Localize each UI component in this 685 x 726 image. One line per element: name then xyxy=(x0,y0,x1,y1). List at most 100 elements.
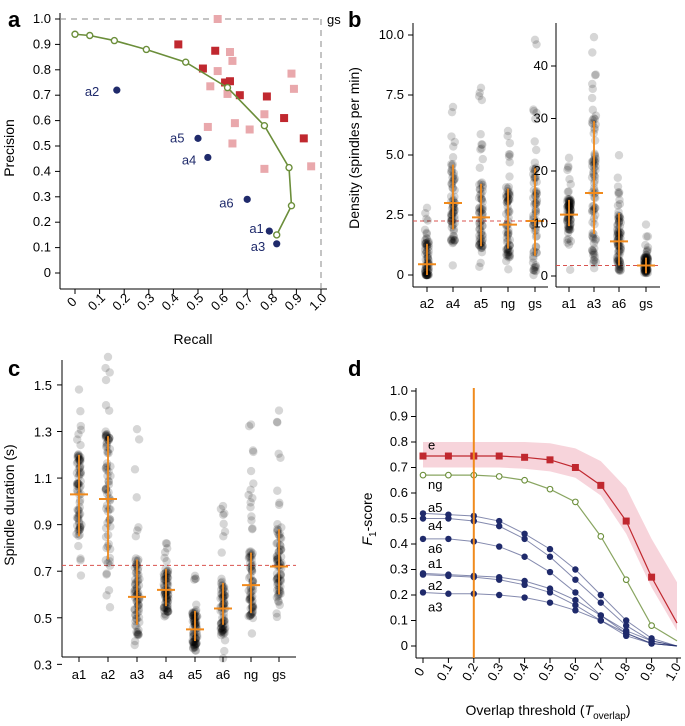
series-marker-a4 xyxy=(546,553,554,560)
series-marker-e xyxy=(495,452,503,460)
strip-dot xyxy=(591,111,601,120)
y-tick-label: 40 xyxy=(534,58,548,73)
strip-dot xyxy=(220,509,229,518)
strip-dot xyxy=(447,236,456,245)
strip-dot xyxy=(102,591,111,600)
series-label-a3: a3 xyxy=(428,599,442,614)
strip-dot xyxy=(475,88,484,97)
strip-dot xyxy=(102,438,112,447)
strip-dot xyxy=(590,253,599,262)
series-marker-e xyxy=(419,452,427,460)
strip-dot xyxy=(132,622,141,631)
series-marker-a2 xyxy=(521,581,528,588)
strip-dot xyxy=(133,576,143,585)
series-marker-ng xyxy=(597,532,605,540)
series-marker-a2 xyxy=(572,602,579,609)
strip-dot xyxy=(248,613,258,623)
algorithm-point-a2 xyxy=(113,86,121,94)
strip-dot xyxy=(588,247,598,256)
series-marker-a4 xyxy=(445,515,452,522)
strip-dot xyxy=(503,250,513,259)
strip-dot xyxy=(219,625,228,634)
strip-dot xyxy=(563,238,572,247)
strip-dot xyxy=(591,236,600,245)
strip-dot xyxy=(474,91,484,101)
series-marker-ng xyxy=(572,498,579,506)
strip-dot xyxy=(192,624,202,633)
x-tick-label: 0.9 xyxy=(282,290,305,313)
x-tick-label: 0.9 xyxy=(637,660,659,683)
strip-dot xyxy=(75,525,85,534)
strip-dot xyxy=(219,532,228,541)
strip-dot xyxy=(249,479,258,488)
strip-dot xyxy=(160,612,169,621)
strip-dot xyxy=(590,158,600,167)
y-tick-label: 0 xyxy=(541,268,548,283)
strip-dot xyxy=(276,453,285,462)
strip-dot xyxy=(191,640,201,649)
strip-dot xyxy=(102,570,111,579)
strip-dot xyxy=(502,237,512,247)
series-marker-a5 xyxy=(496,517,503,525)
y-tick-label: 0.2 xyxy=(33,214,51,229)
x-tick-label: 0.2 xyxy=(459,660,481,683)
x-tick-label: 0.7 xyxy=(586,660,608,683)
strip-dot xyxy=(642,247,651,257)
strip-dot xyxy=(162,556,171,566)
strip-dot xyxy=(530,158,540,167)
strip-dot xyxy=(191,646,201,655)
y-tick-label: 10.0 xyxy=(379,27,404,42)
strip-dot xyxy=(163,607,172,616)
strip-dot xyxy=(503,248,512,258)
strip-group-ng xyxy=(499,126,517,274)
strip-dot xyxy=(134,625,143,635)
nonexpert-curve-point xyxy=(223,83,232,92)
strip-dot xyxy=(218,625,227,634)
strip-dot xyxy=(189,632,198,641)
series-line-a1 xyxy=(422,572,678,647)
strip-dot xyxy=(76,556,85,565)
nonexpert-curve-point xyxy=(142,45,151,54)
series-marker-ng xyxy=(495,473,503,480)
series-marker-a1 xyxy=(597,612,604,619)
nonexpert-curve-point xyxy=(285,163,293,172)
strip-dot xyxy=(190,642,199,651)
series-marker-e xyxy=(444,452,452,460)
strip-dot xyxy=(563,224,573,234)
series-marker-ng xyxy=(521,476,528,484)
y-tick-label: 0.3 xyxy=(34,657,52,672)
strip-dot xyxy=(613,211,623,220)
strip-dot xyxy=(274,500,284,510)
series-marker-a3 xyxy=(572,607,579,614)
y-tick-label: 1.0 xyxy=(33,11,51,26)
strip-dot xyxy=(244,611,253,621)
strip-dot xyxy=(448,261,457,270)
x-tick-label: 0 xyxy=(411,665,428,679)
strip-dot xyxy=(76,425,86,435)
series-marker-a5 xyxy=(521,530,528,537)
strip-dot xyxy=(219,628,228,637)
strip-dot xyxy=(133,629,143,639)
strip-dot xyxy=(274,596,283,606)
strip-dot xyxy=(103,558,112,568)
strip-dot xyxy=(75,468,85,477)
series-marker-ng xyxy=(419,471,427,479)
series-marker-a2 xyxy=(419,571,427,578)
strip-dot xyxy=(613,228,622,237)
strip-dot xyxy=(505,138,515,148)
strip-dot xyxy=(160,553,169,563)
series-marker-ng xyxy=(648,622,655,629)
strip-dot xyxy=(188,643,198,652)
strip-group-a5 xyxy=(186,571,204,655)
expert-square xyxy=(280,114,289,123)
strip-dot xyxy=(564,225,574,234)
strip-dot xyxy=(504,152,514,161)
strip-dot xyxy=(563,214,573,224)
y-axis-label: Spindle duration (s) xyxy=(1,444,17,565)
strip-dot xyxy=(273,554,283,564)
strip-dot xyxy=(590,172,600,181)
strip-dot xyxy=(162,593,172,603)
strip-dot xyxy=(219,630,228,639)
strip-dot xyxy=(588,231,597,241)
